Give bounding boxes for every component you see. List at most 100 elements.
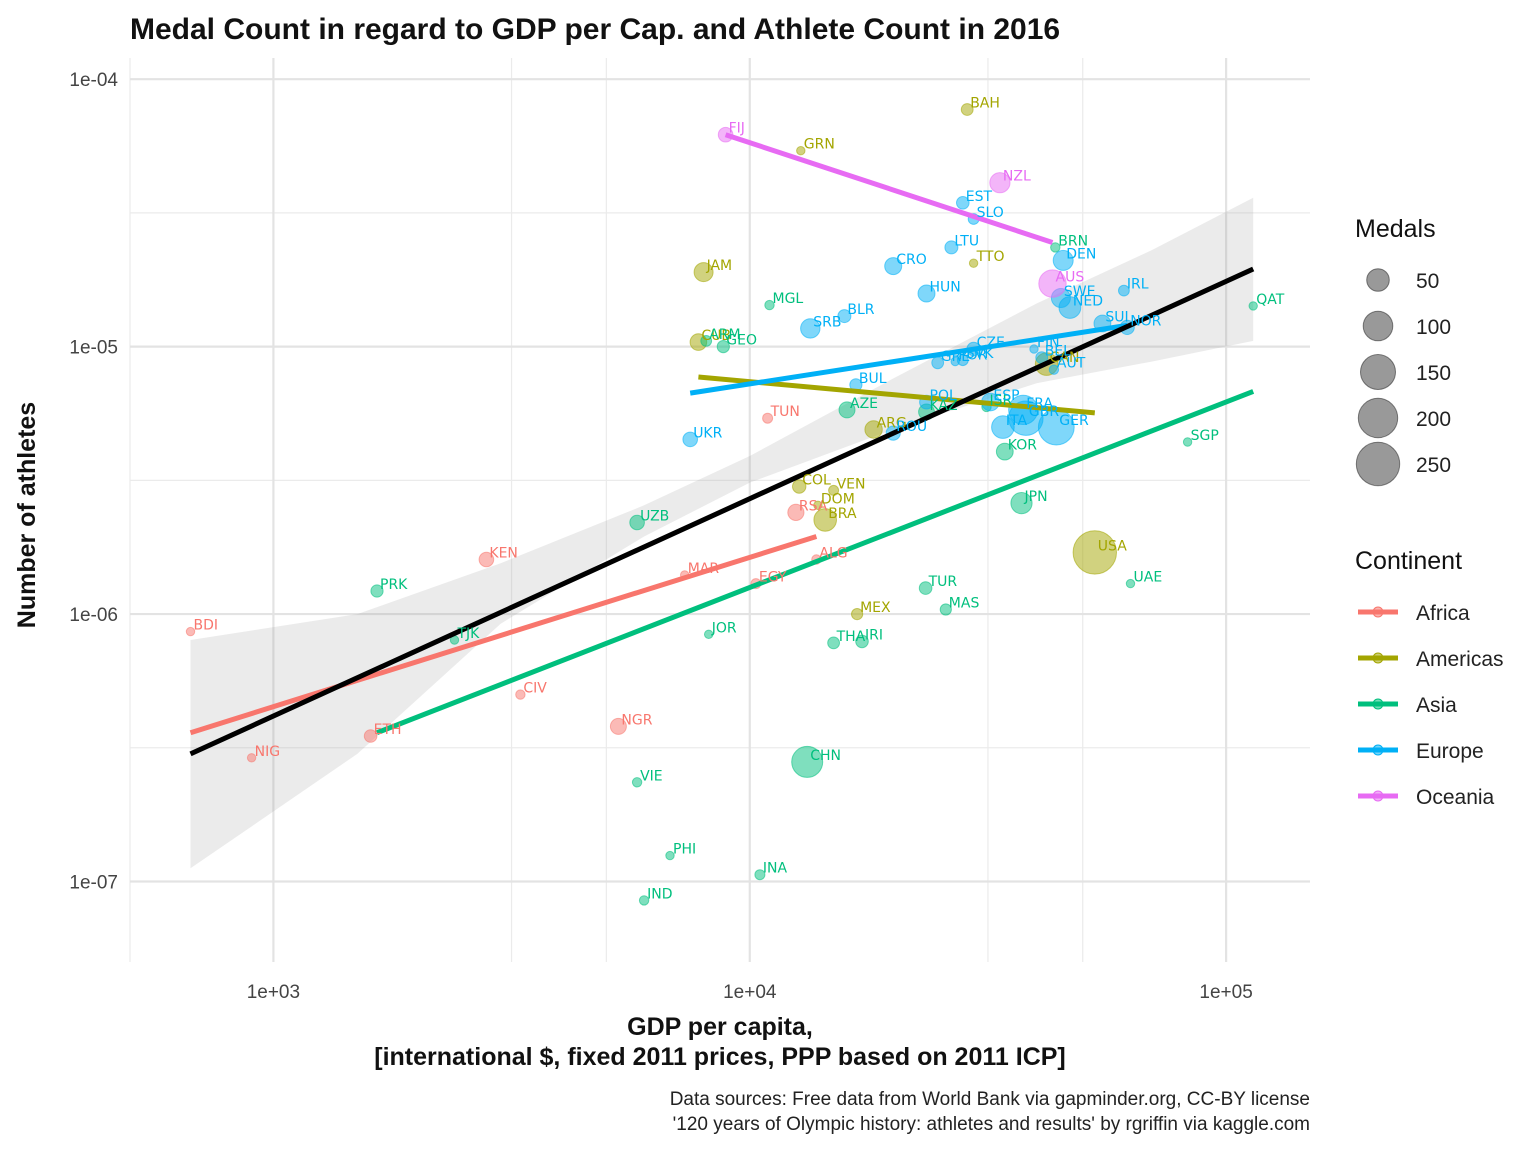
point-label-bah: BAH (970, 96, 1000, 112)
point-label-bra: BRA (828, 506, 857, 522)
point-label-prk: PRK (380, 577, 408, 593)
point-ina (754, 869, 766, 881)
point-label-iri: IRI (865, 627, 883, 643)
trend-lines (189, 132, 1255, 757)
point-label-uzb: UZB (640, 509, 669, 525)
point-label-ina: INA (763, 861, 788, 877)
point-label-tun: TUN (770, 404, 800, 420)
point-sgp (1182, 437, 1193, 447)
point-label-slo: SLO (977, 205, 1004, 221)
point-label-mgl: MGL (773, 291, 804, 307)
caption-line-2: '120 years of Olympic history: athletes … (673, 1114, 1310, 1135)
point-label-sui: SUI (1105, 310, 1128, 326)
point-tur (918, 581, 933, 595)
color-legend: Continent Africa Americas Asia Europe Oceani… (1355, 547, 1504, 809)
point-label-brn: BRN (1058, 233, 1088, 249)
point-arm (700, 335, 713, 347)
point-uzb (629, 514, 645, 531)
point-label-blr: BLR (847, 302, 874, 318)
point-ind (638, 895, 650, 906)
x-axis-title-line-2: [international $, fixed 2011 prices, PPP… (374, 1043, 1066, 1071)
point-label-ken: KEN (489, 546, 518, 562)
point-label-esp: ESP (993, 388, 1019, 404)
point-label-nig: NIG (255, 744, 280, 760)
point-nzl (989, 172, 1011, 194)
point-ukr (682, 431, 699, 448)
size-legend-label: 250 (1416, 454, 1451, 477)
point-label-tto: TTO (976, 249, 1005, 265)
point-ltu (944, 240, 959, 255)
point-phi (665, 850, 675, 861)
point-label-pol: POL (930, 388, 957, 404)
x-tick-label: 1e+05 (1199, 982, 1252, 1003)
point-label-den: DEN (1066, 246, 1096, 262)
point-irl (1118, 284, 1130, 297)
point-label-swe: SWE (1064, 284, 1096, 300)
color-legend-dot (1372, 698, 1384, 710)
point-label-gbr: GBR (1029, 404, 1059, 420)
size-legend-key (1355, 441, 1401, 487)
point-ken (478, 551, 495, 568)
point-bra (813, 508, 838, 532)
point-labels: BDINIGETHKENCIVNGRMAREGYTUNRSAALGJAMCUBG… (194, 96, 1285, 903)
point-label-dom: DOM (821, 491, 855, 507)
point-usa (1072, 530, 1118, 575)
trend-line-africa (189, 534, 818, 736)
point-aze (838, 401, 856, 419)
color-legend-title: Continent (1355, 547, 1462, 575)
point-label-ngr: NGR (621, 712, 652, 728)
color-legend-label: Oceania (1416, 786, 1495, 809)
point-eth (363, 729, 378, 743)
point-jpn (1010, 492, 1033, 515)
point-label-jpn: JPN (1024, 489, 1048, 505)
point-label-ger: GER (1059, 413, 1089, 429)
point-jor (704, 629, 714, 639)
point-label-mar: MAR (688, 561, 720, 577)
point-label-grn: GRN (804, 137, 835, 153)
size-legend-key (1360, 354, 1396, 390)
point-hun (917, 284, 936, 303)
point-label-hun: HUN (930, 280, 961, 296)
point-label-gre: GRE (941, 349, 970, 365)
point-dom (813, 500, 823, 510)
point-label-jor: JOR (711, 620, 737, 636)
point-label-phi: PHI (673, 842, 696, 858)
point-label-alg: ALG (819, 546, 847, 562)
trend-line-oceania (724, 132, 1054, 245)
point-arg (864, 420, 883, 439)
point-label-civ: CIV (523, 681, 547, 697)
point-civ (515, 689, 526, 700)
color-legend-label: Africa (1416, 602, 1470, 625)
point-label-vie: VIE (640, 768, 663, 784)
y-tick-label: 1e-05 (69, 338, 118, 359)
point-label-aze: AZE (850, 396, 878, 412)
point-label-nzl: NZL (1003, 169, 1031, 185)
point-label-aus: AUS (1056, 270, 1085, 286)
size-legend-title: Medals (1355, 215, 1436, 243)
point-label-uae: UAE (1134, 570, 1163, 586)
point-mgl (764, 299, 775, 311)
point-label-tur: TUR (928, 574, 958, 590)
point-label-ind: IND (647, 886, 672, 902)
point-label-ltu: LTU (954, 233, 979, 249)
color-legend-dot (1372, 652, 1384, 664)
point-label-rsa: RSA (799, 498, 828, 514)
point-nig (246, 753, 257, 763)
point-est (956, 196, 970, 210)
point-label-bdi: BDI (194, 618, 219, 634)
point-tun (762, 412, 774, 424)
x-tick-label: 1e+04 (723, 982, 777, 1003)
point-label-cze: CZE (977, 335, 1005, 351)
y-tick-label: 1e-07 (69, 873, 118, 894)
size-legend-label: 100 (1416, 316, 1451, 339)
caption-line-1: Data sources: Free data from World Bank … (670, 1089, 1310, 1110)
point-label-srb: SRB (813, 314, 841, 330)
point-srb (800, 318, 821, 339)
x-tick-labels: 1e+03 1e+04 1e+05 (247, 982, 1253, 1003)
point-label-svk: SVK (966, 346, 994, 362)
point-label-arm: ARM (709, 327, 740, 343)
point-label-mex: MEX (860, 600, 891, 616)
point-rsa (787, 503, 805, 522)
point-label-ita: ITA (1006, 413, 1028, 429)
point-mex (851, 608, 864, 621)
